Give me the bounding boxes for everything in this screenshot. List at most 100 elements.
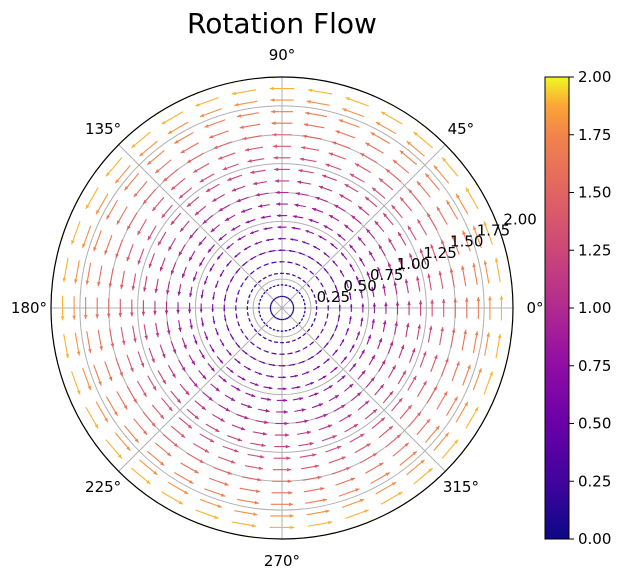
vector-arrow: [272, 479, 292, 484]
vector-arrow: [93, 364, 102, 386]
vector-arrow: [281, 295, 284, 298]
vector-arrow: [131, 467, 151, 485]
vector-arrow: [313, 317, 316, 322]
vector-arrow: [282, 318, 285, 321]
vector-arrow: [323, 224, 333, 232]
vector-arrow: [307, 355, 314, 361]
theta-tick-label: 180°: [11, 299, 47, 317]
vector-arrow: [222, 163, 239, 171]
vector-arrow: [407, 375, 417, 391]
vector-arrow: [295, 192, 309, 196]
vector-arrow: [260, 318, 264, 321]
vector-arrow: [372, 302, 377, 314]
vector-arrow: [225, 260, 232, 267]
colorbar-tick-label: 0.00: [578, 530, 611, 548]
vector-arrow: [254, 241, 263, 245]
theta-tick-label: 225°: [85, 478, 121, 496]
vector-arrow: [242, 349, 248, 355]
vector-arrow: [397, 231, 407, 246]
vector-arrow: [303, 302, 306, 306]
vector-arrow: [476, 296, 481, 320]
vector-arrow: [295, 289, 299, 292]
vector-arrow: [223, 294, 227, 302]
vector-arrow: [146, 450, 165, 466]
vector-arrow: [416, 276, 421, 292]
vector-arrow: [208, 130, 229, 139]
vector-arrow: [192, 334, 198, 345]
vector-arrow: [114, 165, 131, 184]
vector-arrow: [455, 193, 469, 215]
vector-arrow: [93, 230, 102, 252]
vector-arrow: [355, 331, 361, 341]
vector-arrow: [318, 185, 333, 192]
vector-arrow: [181, 266, 187, 279]
vector-arrow: [157, 370, 167, 385]
vector-arrow: [290, 374, 298, 378]
vector-arrow: [276, 213, 288, 218]
vector-arrow: [187, 302, 192, 314]
vector-arrow: [170, 262, 177, 275]
vector-arrow: [237, 289, 240, 295]
vector-arrow: [291, 385, 301, 389]
vector-arrow: [286, 297, 290, 300]
vector-arrow: [297, 276, 302, 280]
vector-arrow: [334, 324, 338, 331]
vector-arrow: [309, 270, 315, 275]
vector-arrow: [433, 432, 450, 451]
vector-arrow: [203, 331, 209, 341]
vector-arrow: [310, 288, 314, 293]
vector-arrow: [248, 317, 251, 322]
vector-arrow: [323, 268, 329, 274]
vector-arrow: [285, 296, 288, 299]
vector-arrow: [273, 341, 278, 344]
vector-arrow: [249, 381, 259, 387]
vector-arrow: [345, 97, 369, 107]
vector-arrow: [430, 243, 438, 262]
vector-arrow: [249, 341, 255, 346]
vector-arrow: [303, 123, 325, 129]
vector-arrow: [278, 249, 286, 252]
vector-arrow: [391, 397, 403, 412]
vector-arrow: [335, 477, 356, 486]
vector-arrow: [133, 180, 148, 198]
vector-arrow: [253, 328, 258, 333]
vector-arrow: [326, 297, 329, 303]
vector-arrow: [399, 150, 418, 166]
vector-arrow: [494, 257, 501, 283]
radius-tick-labels: 0.250.500.751.001.251.501.752.00: [317, 211, 537, 306]
vector-arrow: [273, 156, 291, 160]
vector-arrow: [438, 270, 444, 289]
vector-arrow: [280, 284, 284, 286]
vector-arrow: [270, 98, 294, 102]
vector-arrow: [371, 318, 375, 330]
vector-arrow: [258, 302, 261, 306]
vector-arrow: [330, 242, 338, 250]
vector-arrow: [239, 487, 261, 493]
vector-arrow: [179, 220, 190, 233]
vector-arrow: [286, 341, 291, 344]
vector-arrow: [380, 111, 403, 125]
vector-arrow: [399, 450, 418, 466]
vector-arrow: [321, 435, 337, 442]
vector-arrow: [218, 233, 227, 241]
vector-arrow: [416, 180, 431, 198]
vector-arrow: [199, 498, 223, 508]
vector-arrow: [159, 344, 166, 359]
vector-arrow: [418, 300, 423, 316]
radius-tick-label: 1.75: [477, 222, 510, 240]
vector-arrow: [472, 331, 479, 354]
vector-arrow: [387, 341, 394, 354]
vector-arrow: [161, 397, 173, 412]
vector-arrow: [302, 346, 308, 350]
vector-arrow: [231, 185, 246, 192]
vector-arrow: [271, 300, 274, 304]
vector-arrow: [302, 266, 308, 270]
vector-arrow: [291, 301, 294, 304]
vector-arrow: [366, 334, 372, 345]
vector-arrow: [441, 439, 459, 459]
vector-arrow: [305, 498, 328, 504]
colorbar-gradient: [544, 76, 570, 540]
vector-arrow: [137, 248, 145, 265]
colorbar-tick-label: 0.50: [578, 415, 611, 433]
vector-arrow: [195, 97, 219, 107]
